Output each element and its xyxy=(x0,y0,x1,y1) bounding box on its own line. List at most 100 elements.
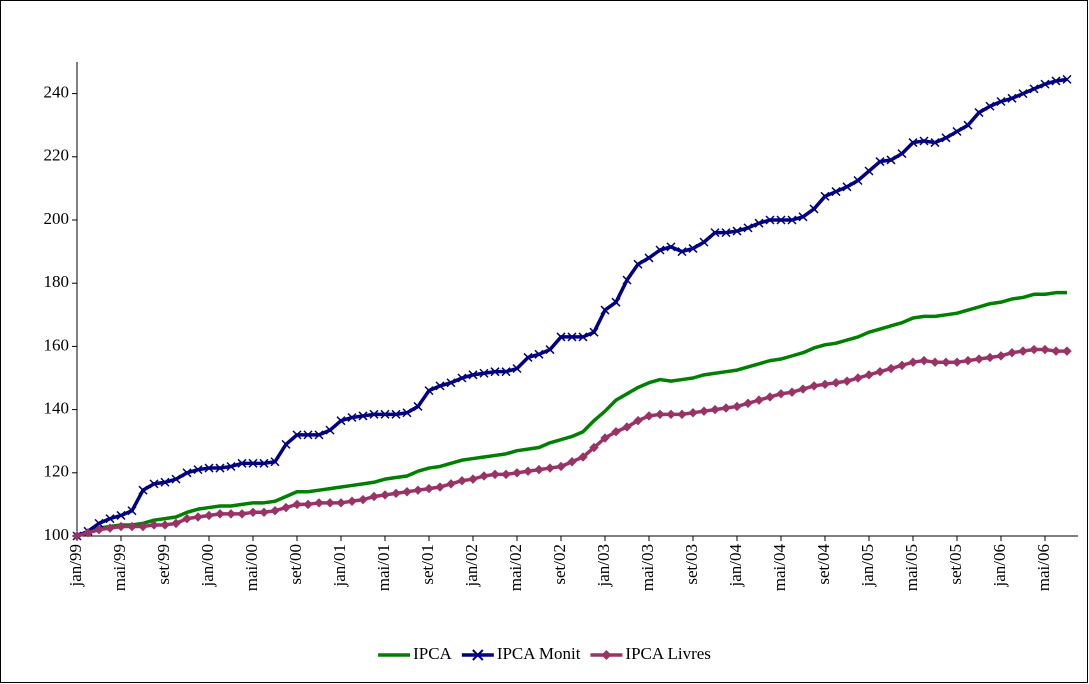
marker-x xyxy=(655,245,665,255)
marker-diamond xyxy=(952,357,962,367)
y-tick-label: 100 xyxy=(44,525,70,544)
marker-diamond xyxy=(72,531,82,541)
marker-x xyxy=(248,458,258,468)
marker-diamond xyxy=(204,510,214,521)
x-tick-label: set/00 xyxy=(286,544,305,585)
marker-x xyxy=(864,166,874,176)
marker-diamond xyxy=(930,357,940,367)
marker-diamond xyxy=(974,354,984,364)
marker-x xyxy=(391,409,401,419)
marker-diamond xyxy=(589,442,599,453)
marker-x xyxy=(996,96,1006,107)
y-tick-label: 240 xyxy=(44,83,70,102)
marker-x xyxy=(523,352,533,362)
marker-x xyxy=(424,386,434,396)
marker-diamond xyxy=(83,528,93,538)
x-tick-label: set/04 xyxy=(814,544,833,585)
marker-diamond xyxy=(732,401,742,412)
marker-diamond xyxy=(325,498,335,508)
marker-x xyxy=(721,228,731,238)
marker-diamond xyxy=(347,496,357,506)
marker-x xyxy=(160,477,170,487)
y-tick-label: 180 xyxy=(44,272,70,291)
marker-x xyxy=(985,101,995,111)
marker-x xyxy=(908,138,918,148)
marker-diamond xyxy=(699,406,709,416)
marker-diamond xyxy=(831,378,841,388)
marker-diamond xyxy=(611,427,621,437)
marker-diamond xyxy=(677,409,687,420)
x-tick-label: jan/03 xyxy=(594,544,613,588)
marker-x xyxy=(512,363,522,374)
marker-x xyxy=(149,479,159,489)
x-tick-label: jan/02 xyxy=(462,544,481,588)
marker-x xyxy=(314,430,324,440)
marker-diamond xyxy=(842,376,852,386)
marker-diamond xyxy=(215,509,225,519)
marker-diamond xyxy=(886,363,896,374)
marker-diamond xyxy=(743,398,753,408)
marker-diamond xyxy=(688,408,698,418)
marker-x xyxy=(743,223,753,233)
marker-x xyxy=(1062,74,1072,84)
marker-x xyxy=(446,378,456,388)
legend-marker xyxy=(601,650,612,660)
marker-diamond xyxy=(413,485,423,495)
marker-x xyxy=(853,175,863,186)
legend-label: IPCA xyxy=(413,644,452,663)
marker-diamond xyxy=(116,521,126,532)
marker-x xyxy=(479,368,489,378)
marker-x xyxy=(974,108,984,118)
marker-diamond xyxy=(193,512,203,522)
legend-item: IPCA Livres xyxy=(590,644,711,663)
marker-x xyxy=(457,373,467,383)
x-tick-label: jan/06 xyxy=(990,544,1009,588)
marker-diamond xyxy=(259,507,269,518)
y-tick-label: 120 xyxy=(44,462,70,481)
x-tick-label: jan/00 xyxy=(198,544,217,588)
marker-x xyxy=(963,120,973,130)
x-tick-label: set/99 xyxy=(154,544,173,585)
marker-x xyxy=(787,215,797,225)
marker-x xyxy=(468,370,478,380)
x-tick-label: mai/05 xyxy=(902,544,921,591)
marker-diamond xyxy=(1051,346,1061,356)
marker-x xyxy=(919,136,929,146)
legend-marker xyxy=(472,649,484,661)
marker-diamond xyxy=(226,509,236,519)
marker-diamond xyxy=(336,498,346,508)
marker-x xyxy=(116,510,126,520)
marker-diamond xyxy=(798,384,808,394)
marker-diamond xyxy=(787,387,797,397)
marker-diamond xyxy=(644,411,654,421)
marker-diamond xyxy=(633,415,643,426)
marker-diamond xyxy=(545,463,555,473)
marker-x xyxy=(633,259,643,269)
x-tick-label: mai/00 xyxy=(242,544,261,591)
marker-diamond xyxy=(292,499,302,510)
marker-x xyxy=(886,155,896,165)
marker-diamond xyxy=(919,355,929,366)
marker-x xyxy=(622,275,632,285)
marker-diamond xyxy=(512,468,522,478)
marker-diamond xyxy=(237,509,247,519)
marker-x xyxy=(215,463,225,473)
x-tick-label: mai/04 xyxy=(770,544,789,592)
marker-diamond xyxy=(1029,344,1039,355)
marker-x xyxy=(578,332,588,342)
marker-diamond xyxy=(270,506,280,516)
marker-diamond xyxy=(765,392,775,402)
marker-diamond xyxy=(853,373,863,383)
x-tick-label: set/03 xyxy=(682,544,701,585)
marker-diamond xyxy=(985,352,995,363)
x-tick-label: jan/99 xyxy=(66,544,85,588)
marker-x xyxy=(699,237,709,247)
marker-x xyxy=(237,458,247,468)
marker-x xyxy=(765,215,775,225)
marker-diamond xyxy=(138,521,148,532)
marker-diamond xyxy=(908,357,918,367)
marker-x xyxy=(182,468,192,478)
marker-diamond xyxy=(281,502,291,513)
x-tick-label: set/05 xyxy=(946,544,965,585)
